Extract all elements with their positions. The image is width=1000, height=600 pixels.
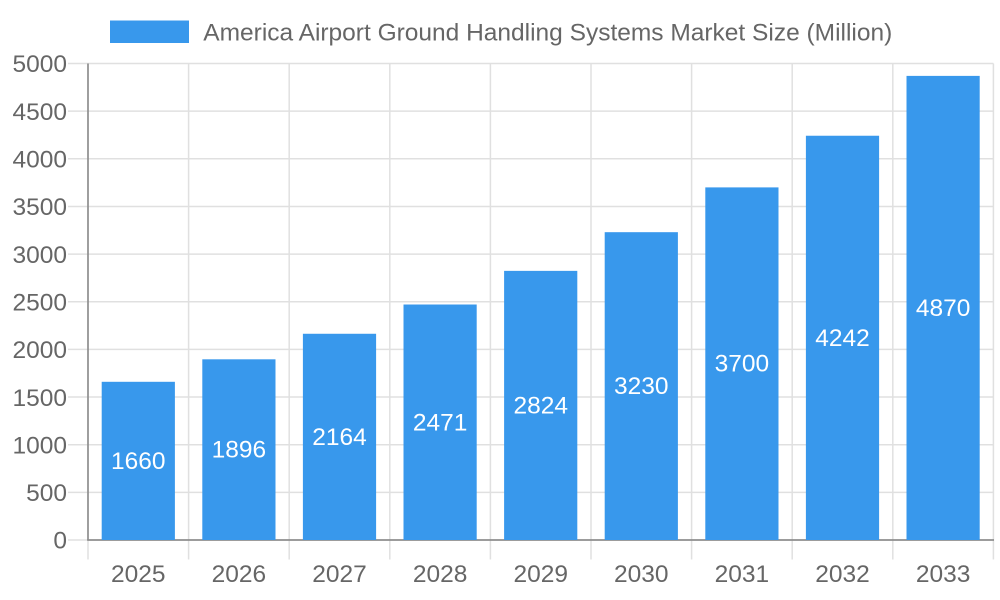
svg-text:2025: 2025	[111, 561, 166, 588]
svg-text:4500: 4500	[12, 99, 67, 126]
svg-text:1896: 1896	[212, 437, 267, 464]
svg-text:1660: 1660	[111, 448, 166, 475]
svg-text:3700: 3700	[715, 351, 770, 378]
svg-text:2164: 2164	[312, 424, 367, 451]
svg-text:5000: 5000	[12, 51, 67, 78]
svg-text:2031: 2031	[715, 561, 770, 588]
svg-text:3230: 3230	[614, 373, 669, 400]
svg-text:2028: 2028	[413, 561, 468, 588]
svg-text:2032: 2032	[815, 561, 870, 588]
svg-text:500: 500	[26, 480, 67, 507]
svg-text:2030: 2030	[614, 561, 669, 588]
svg-text:2029: 2029	[513, 561, 568, 588]
svg-text:3000: 3000	[12, 242, 67, 269]
svg-text:America Airport Ground Handlin: America Airport Ground Handling Systems …	[203, 20, 892, 47]
svg-text:2500: 2500	[12, 289, 67, 316]
svg-text:2471: 2471	[413, 409, 468, 436]
svg-text:1000: 1000	[12, 432, 67, 459]
svg-text:4870: 4870	[916, 295, 971, 322]
svg-text:4000: 4000	[12, 147, 67, 174]
svg-text:2824: 2824	[513, 392, 568, 419]
svg-text:4242: 4242	[815, 325, 870, 352]
svg-text:2000: 2000	[12, 337, 67, 364]
svg-text:0: 0	[53, 528, 67, 555]
svg-text:3500: 3500	[12, 194, 67, 221]
svg-text:1500: 1500	[12, 385, 67, 412]
svg-text:2033: 2033	[916, 561, 971, 588]
svg-text:2027: 2027	[312, 561, 367, 588]
svg-text:2026: 2026	[212, 561, 267, 588]
